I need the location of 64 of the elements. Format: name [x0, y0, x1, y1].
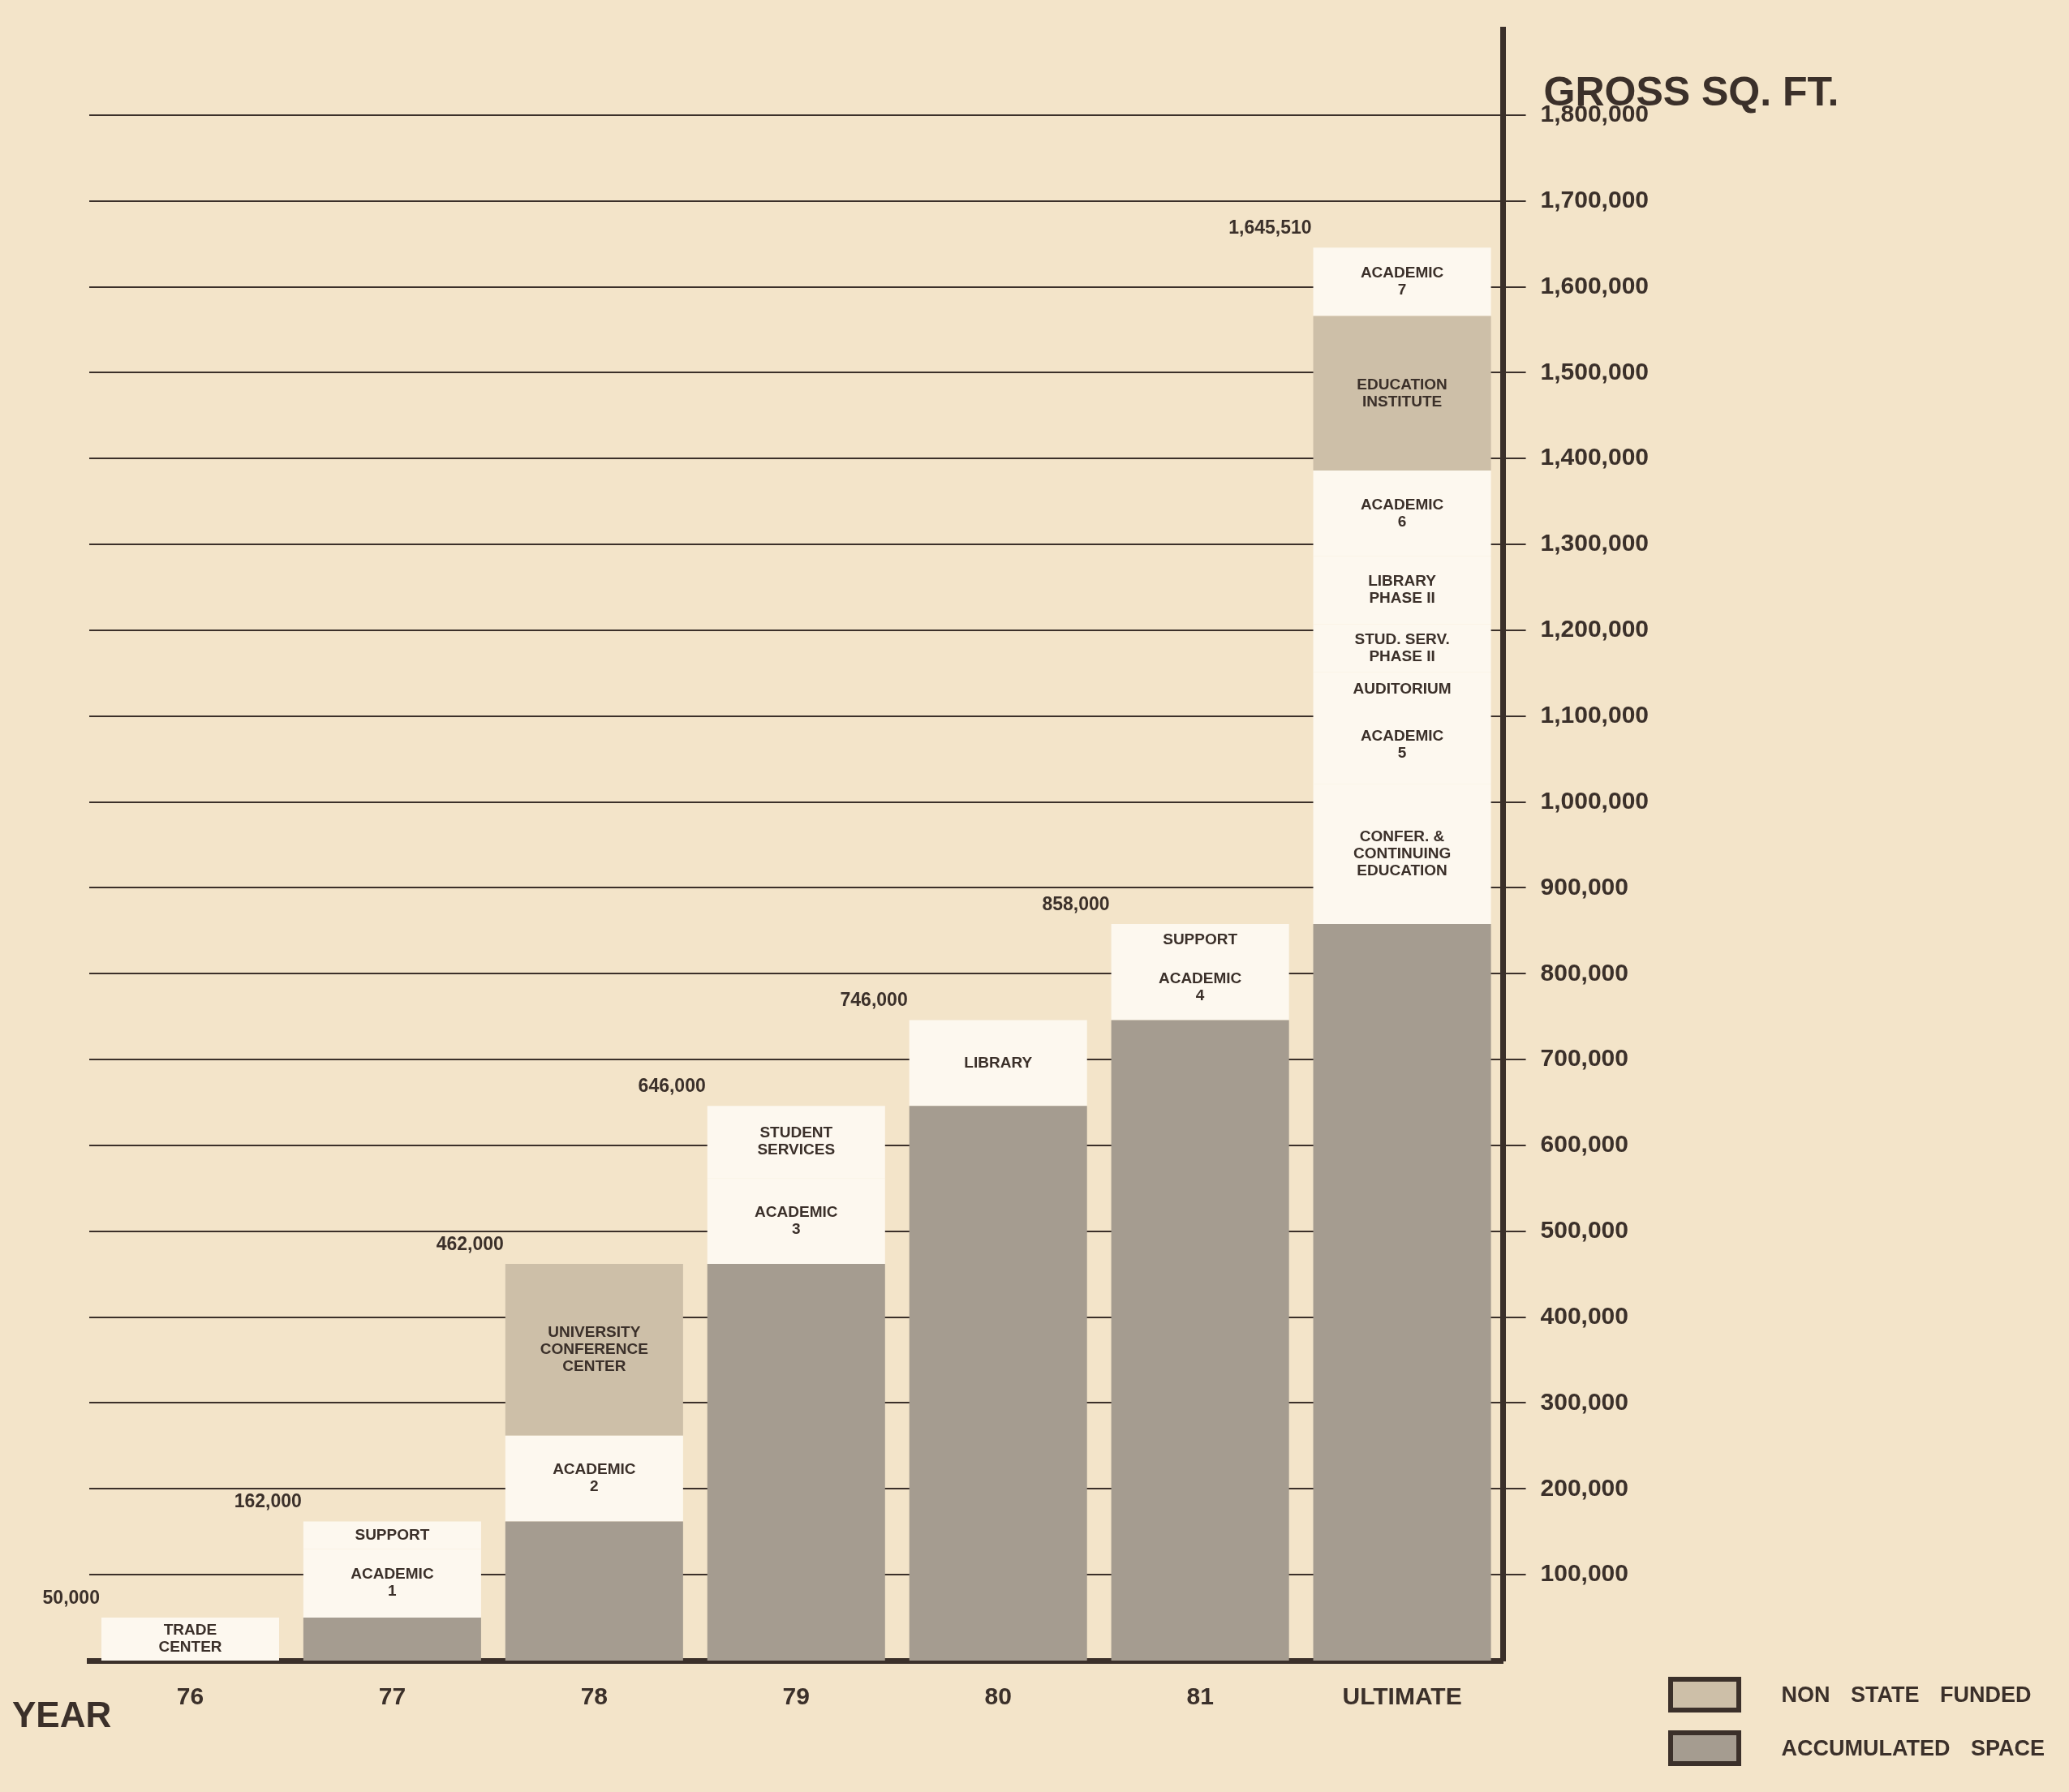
bar — [1313, 316, 1491, 471]
x-tick-label: 80 — [984, 1682, 1012, 1710]
bar — [1313, 923, 1491, 1661]
y-tick-label: 1,200,000 — [1540, 615, 1650, 642]
y-tick-label: 1,500,000 — [1540, 357, 1650, 385]
data-label: AUDITORIUM — [1353, 680, 1452, 698]
total-label: 746,000 — [840, 989, 908, 1011]
data-label: SUPPORT — [355, 1525, 430, 1543]
bar — [101, 1618, 279, 1661]
y-tick-label: 1,600,000 — [1540, 271, 1650, 299]
data-label: UNIVERSITY CONFERENCE CENTER — [540, 1323, 648, 1375]
data-label: ACADEMIC 3 — [755, 1202, 838, 1237]
y-tick-label: 200,000 — [1540, 1473, 1628, 1501]
legend-label: NON STATE FUNDED — [1781, 1682, 2032, 1708]
data-label: ACADEMIC 7 — [1360, 264, 1444, 299]
legend-label: ACCUMULATED SPACE — [1781, 1735, 2045, 1761]
y-tick-label: 400,000 — [1540, 1301, 1628, 1329]
x-axis-title: YEAR — [12, 1695, 112, 1735]
y-tick-label: 100,000 — [1540, 1559, 1628, 1587]
data-label: LIBRARY PHASE II — [1368, 572, 1437, 607]
bar — [505, 1521, 683, 1661]
y-tick-label: 1,000,000 — [1540, 786, 1650, 814]
y-tick-label: 1,100,000 — [1540, 701, 1650, 728]
data-label: STUDENT SERVICES — [757, 1124, 836, 1158]
data-label: ACADEMIC 4 — [1158, 969, 1242, 1004]
x-tick-label: 81 — [1186, 1682, 1214, 1710]
data-label: EDUCATION INSTITUTE — [1357, 375, 1447, 410]
y-tick-label: 600,000 — [1540, 1130, 1628, 1158]
total-label: 646,000 — [638, 1075, 706, 1097]
y-tick-label: 300,000 — [1540, 1387, 1628, 1415]
data-label: ACADEMIC 5 — [1360, 727, 1444, 762]
bar — [909, 1020, 1087, 1107]
bar — [505, 1435, 683, 1522]
bar — [505, 1264, 683, 1436]
y-tick-label: 1,400,000 — [1540, 443, 1650, 471]
data-label: TRADE CENTER — [158, 1621, 222, 1656]
x-tick-label: ULTIMATE — [1342, 1682, 1462, 1710]
bar — [909, 1106, 1087, 1661]
bar — [707, 1264, 885, 1661]
y-tick-label: 900,000 — [1540, 872, 1628, 900]
data-label: STUD. SERV. PHASE II — [1354, 630, 1450, 664]
total-label: 162,000 — [234, 1490, 302, 1512]
y-tick-label: 1,300,000 — [1540, 529, 1650, 557]
bar — [303, 1618, 481, 1661]
data-label: ACADEMIC 6 — [1360, 495, 1444, 530]
total-label: 50,000 — [42, 1586, 100, 1608]
x-tick-label: 78 — [580, 1682, 609, 1710]
x-tick-label: 79 — [782, 1682, 810, 1710]
data-label: ACADEMIC 1 — [351, 1565, 434, 1600]
y-tick-label: 1,700,000 — [1540, 185, 1650, 213]
data-label: CONFER. & CONTINUING EDUCATION — [1353, 827, 1452, 879]
y-tick-label: 500,000 — [1540, 1216, 1628, 1244]
total-label: 858,000 — [1042, 892, 1110, 914]
total-label: 462,000 — [436, 1232, 504, 1254]
data-label: SUPPORT — [1163, 930, 1238, 948]
data-label: ACADEMIC 2 — [553, 1460, 636, 1495]
y-tick-label: 800,000 — [1540, 958, 1628, 986]
bar — [1111, 1020, 1289, 1661]
x-tick-label: 77 — [378, 1682, 406, 1710]
y-tick-label: 700,000 — [1540, 1044, 1628, 1072]
total-label: 1,645,510 — [1228, 217, 1312, 239]
data-label: LIBRARY — [964, 1053, 1033, 1071]
bar — [1313, 247, 1491, 316]
x-tick-label: 76 — [176, 1682, 204, 1710]
